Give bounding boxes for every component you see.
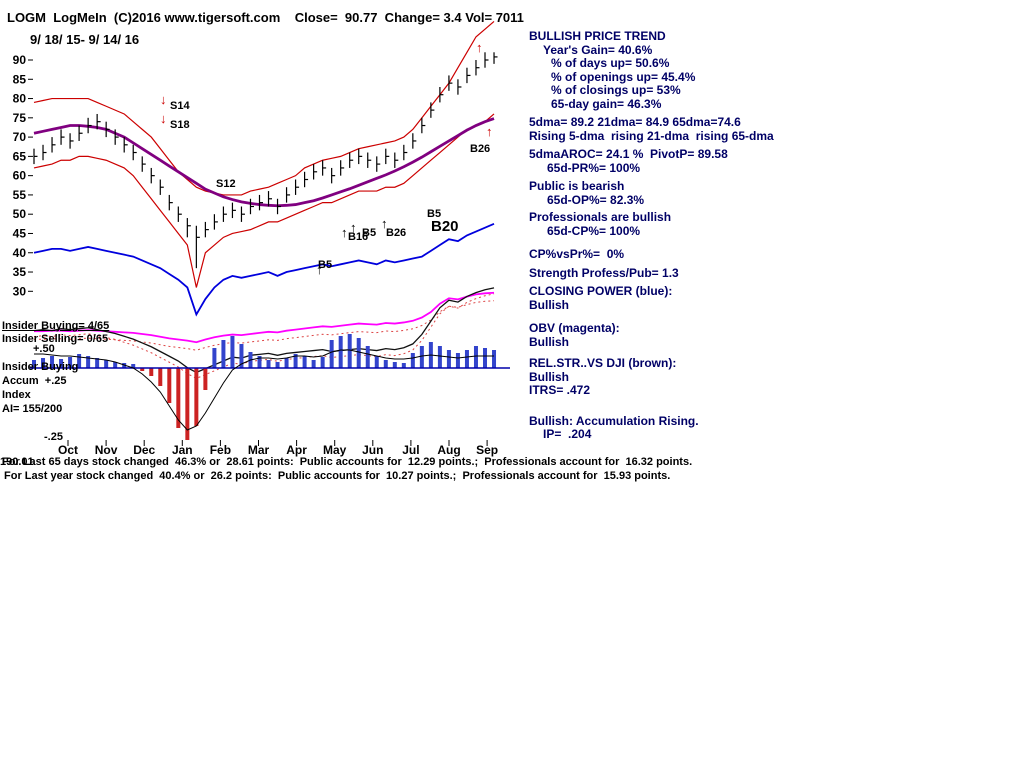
accumulation-histogram <box>32 334 497 440</box>
obv-ma-dashed-line <box>34 300 495 351</box>
indicator-line: 65d-PR%= 100% <box>547 160 641 175</box>
chart-title: LOGM LogMeIn (C)2016 www.tigersoft.com C… <box>7 10 524 25</box>
svg-text:70: 70 <box>13 130 27 144</box>
date-range: 9/ 18/ 15- 9/ 14/ 16 <box>30 32 140 47</box>
svg-text:Jul: Jul <box>402 443 419 457</box>
upper-band-line <box>33 20 495 196</box>
footer-line-65days: For Last 65 days stock changed 46.3% or … <box>2 456 693 468</box>
svg-text:90: 90 <box>13 53 27 67</box>
ma65-line <box>33 117 495 208</box>
signal-arrow-icon: ↑ <box>381 216 388 231</box>
insider-selling-label: Insider Selling= 0/65 <box>2 333 109 345</box>
indicator-line: Bullish <box>529 334 570 349</box>
signal-arrow-icon: ↑ <box>341 225 348 240</box>
indicator-line: BULLISH PRICE TREND <box>529 29 666 43</box>
month-axis: Oct Nov Dec Jan Feb Mar Apr May Jun Jul Aug Sep <box>58 440 498 457</box>
price-axis: 90 85 80 75 70 65 60 55 50 45 40 35 30 <box>13 53 33 298</box>
indicator-line: Year's Gain= 40.6% <box>543 42 653 57</box>
indicator-line: Professionals are bullish <box>529 210 672 224</box>
svg-text:May: May <box>323 443 347 457</box>
indicator-line: ITRS= .472 <box>529 383 591 397</box>
svg-text:45: 45 <box>13 226 27 240</box>
insider-buying-label: Insider Buying= 4/65 <box>2 320 110 332</box>
obv-line <box>34 291 495 344</box>
svg-text:Nov: Nov <box>95 443 118 457</box>
indicator-line: CLOSING POWER (blue): <box>529 284 673 298</box>
signal-label: B5 <box>427 208 441 220</box>
svg-text:80: 80 <box>13 92 27 106</box>
signal-label: B26 <box>470 143 490 155</box>
indicator-line: 65-day gain= 46.3% <box>551 96 662 111</box>
svg-text:75: 75 <box>13 111 27 125</box>
footer-line-year: For Last year stock changed 40.4% or 26.… <box>4 470 671 482</box>
svg-text:55: 55 <box>13 188 27 202</box>
signal-label: S12 <box>216 178 236 190</box>
svg-text:50: 50 <box>13 207 27 221</box>
signal-label: B26 <box>386 227 406 239</box>
signal-label: S14 <box>170 100 190 112</box>
svg-text:Dec: Dec <box>133 443 155 457</box>
accum-index-label-1: Insider Buying <box>2 361 79 373</box>
svg-text:30: 30 <box>13 284 27 298</box>
indicator-line: % of openings up= 45.4% <box>551 69 696 84</box>
signal-label: B5 <box>318 259 332 271</box>
right-panel: BULLISH PRICE TREND Year's Gain= 40.6%% o… <box>529 29 1009 442</box>
signal-arrow-icon: ↑ <box>476 40 483 55</box>
scale-minus-quarter-label: -.25 <box>44 431 63 443</box>
indicator-line: IP= .204 <box>543 427 592 441</box>
svg-text:Jun: Jun <box>362 443 383 457</box>
price-candles <box>33 52 498 269</box>
svg-text:85: 85 <box>13 72 27 86</box>
signal-label: B5 <box>362 227 376 239</box>
signal-arrow-icon: ↓ <box>160 111 167 126</box>
closing-power-line <box>33 223 495 317</box>
indicator-line: % of days up= 50.6% <box>551 56 670 70</box>
scale-plus-half-label: +.50 <box>33 343 55 355</box>
accum-index-label-2: Accum +.25 <box>2 375 67 387</box>
lower-band-line <box>33 113 495 288</box>
signal-label: S18 <box>170 119 190 131</box>
indicator-line: 65d-CP%= 100% <box>547 223 641 238</box>
signal-arrow-icon: ↑ <box>316 262 323 277</box>
indicator-line: OBV (magenta): <box>529 321 620 335</box>
relstr-ma-dashed-line <box>33 293 495 379</box>
svg-text:Oct: Oct <box>58 443 78 457</box>
svg-text:Mar: Mar <box>248 443 270 457</box>
indicator-line: 5dmaAROC= 24.1 % PivotP= 89.58 <box>529 147 728 161</box>
indicator-line: 65d-OP%= 82.3% <box>547 192 645 207</box>
accum-index-label-3: Index <box>2 389 31 401</box>
ai-value-label: AI= 155/200 <box>2 403 63 415</box>
indicator-line: Bullish <box>529 297 570 312</box>
indicator-line: Bullish <box>529 369 570 384</box>
svg-text:65: 65 <box>13 149 27 163</box>
accum-index-line <box>34 349 495 431</box>
indicator-line: Rising 5-dma rising 21-dma rising 65-dma <box>529 128 774 143</box>
indicator-line: Strength Profess/Pub= 1.3 <box>529 265 679 280</box>
indicator-line: Public is bearish <box>529 179 625 193</box>
indicator-line: 5dma= 89.2 21dma= 84.9 65dma=74.6 <box>529 115 741 129</box>
indicator-line: CP%vsPr%= 0% <box>529 247 625 261</box>
svg-text:Jan: Jan <box>172 443 193 457</box>
signal-label: B16 <box>348 231 368 243</box>
svg-text:35: 35 <box>13 265 27 279</box>
indicator-line: Bullish: Accumulation Rising. <box>529 413 699 428</box>
signal-arrow-icon: ↑ <box>486 124 493 139</box>
svg-text:60: 60 <box>13 169 27 183</box>
svg-text:40: 40 <box>13 246 27 260</box>
indicator-line: REL.STR..VS DJI (brown): <box>529 356 677 370</box>
signal-label: B20 <box>431 218 459 235</box>
footer-overlay-number: 190.01 <box>0 456 34 468</box>
svg-text:Aug: Aug <box>437 443 460 457</box>
svg-text:Feb: Feb <box>210 443 231 457</box>
signal-arrow-icon: ↑ <box>350 220 357 235</box>
signal-arrow-icon: ↓ <box>160 92 167 107</box>
indicator-line: % of closings up= 53% <box>551 83 681 97</box>
svg-text:Sep: Sep <box>476 443 498 457</box>
rel-strength-line <box>33 287 495 374</box>
svg-text:Apr: Apr <box>286 443 307 457</box>
